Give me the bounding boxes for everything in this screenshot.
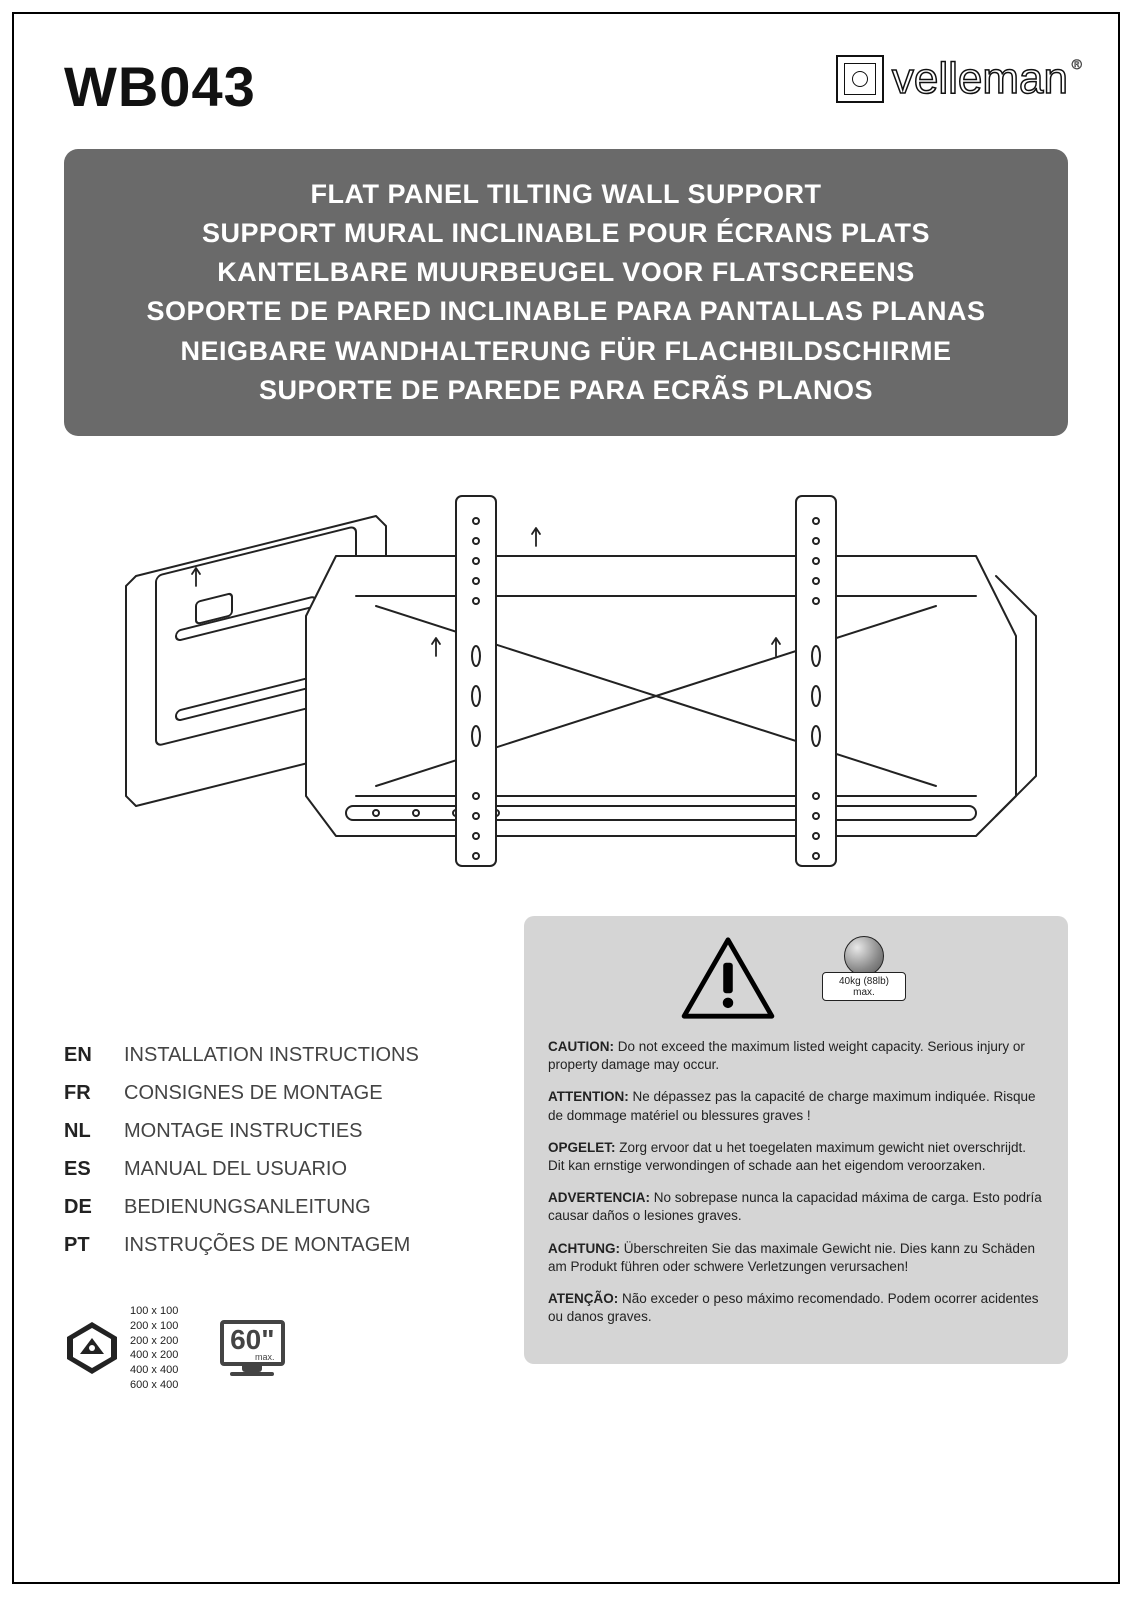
lang-row: DEBEDIENUNGSANLEITUNG (64, 1188, 484, 1226)
warning-triangle-icon (680, 936, 776, 1020)
header: WB043 velleman ® (64, 54, 1068, 119)
product-diagram (76, 456, 1056, 886)
caution-es: ADVERTENCIA: No sobrepase nunca la capac… (548, 1189, 1044, 1225)
language-column: ENINSTALLATION INSTRUCTIONS FRCONSIGNES … (64, 916, 484, 1393)
caution-de: ACHTUNG: Überschreiten Sie das maximale … (548, 1240, 1044, 1276)
title-de: NEIGBARE WANDHALTERUNG FÜR FLACHBILDSCHI… (94, 332, 1038, 371)
lang-row: ENINSTALLATION INSTRUCTIONS (64, 1036, 484, 1074)
caution-nl: OPGELET: Zorg ervoor dat u het toegelate… (548, 1139, 1044, 1175)
title-en: FLAT PANEL TILTING WALL SUPPORT (94, 175, 1038, 214)
title-es: SOPORTE DE PARED INCLINABLE PARA PANTALL… (94, 292, 1038, 331)
caution-text: CAUTION: Do not exceed the maximum liste… (548, 1038, 1044, 1327)
registered-mark: ® (1072, 56, 1082, 72)
brand-logo: velleman ® (836, 54, 1068, 104)
lang-row: PTINSTRUÇÕES DE MONTAGEM (64, 1226, 484, 1264)
caution-panel: 40kg (88lb) max. CAUTION: Do not exceed … (524, 916, 1068, 1365)
title-pt: SUPORTE DE PAREDE PARA ECRÃS PLANOS (94, 371, 1038, 410)
title-block: FLAT PANEL TILTING WALL SUPPORT SUPPORT … (64, 149, 1068, 436)
caution-pt: ATENÇÃO: Não exceder o peso máximo recom… (548, 1290, 1044, 1326)
title-fr: SUPPORT MURAL INCLINABLE POUR ÉCRANS PLA… (94, 214, 1038, 253)
caution-en: CAUTION: Do not exceed the maximum liste… (548, 1038, 1044, 1074)
max-weight-icon: 40kg (88lb) max. (816, 936, 912, 1020)
caution-fr: ATTENTION: Ne dépassez pas la capacité d… (548, 1088, 1044, 1124)
vesa-badge: 100 x 100 200 x 100 200 x 200 400 x 200 … (64, 1304, 178, 1393)
vesa-sizes: 100 x 100 200 x 100 200 x 200 400 x 200 … (130, 1304, 178, 1393)
manual-cover-page: WB043 velleman ® FLAT PANEL TILTING WALL… (12, 12, 1120, 1584)
lang-row: FRCONSIGNES DE MONTAGE (64, 1074, 484, 1112)
tv-size-badge: 60" max. (210, 1320, 294, 1376)
brand-text: velleman (892, 54, 1068, 104)
vesa-icon (64, 1320, 120, 1376)
title-nl: KANTELBARE MUURBEUGEL VOOR FLATSCREENS (94, 253, 1038, 292)
lang-row: ESMANUAL DEL USUARIO (64, 1150, 484, 1188)
warning-icons: 40kg (88lb) max. (548, 936, 1044, 1020)
lower-section: ENINSTALLATION INSTRUCTIONS FRCONSIGNES … (64, 916, 1068, 1393)
spec-badges: 100 x 100 200 x 100 200 x 200 400 x 200 … (64, 1304, 484, 1393)
brand-icon (836, 55, 884, 103)
model-number: WB043 (64, 54, 256, 119)
language-list: ENINSTALLATION INSTRUCTIONS FRCONSIGNES … (64, 1036, 484, 1264)
lang-row: NLMONTAGE INSTRUCTIES (64, 1112, 484, 1150)
